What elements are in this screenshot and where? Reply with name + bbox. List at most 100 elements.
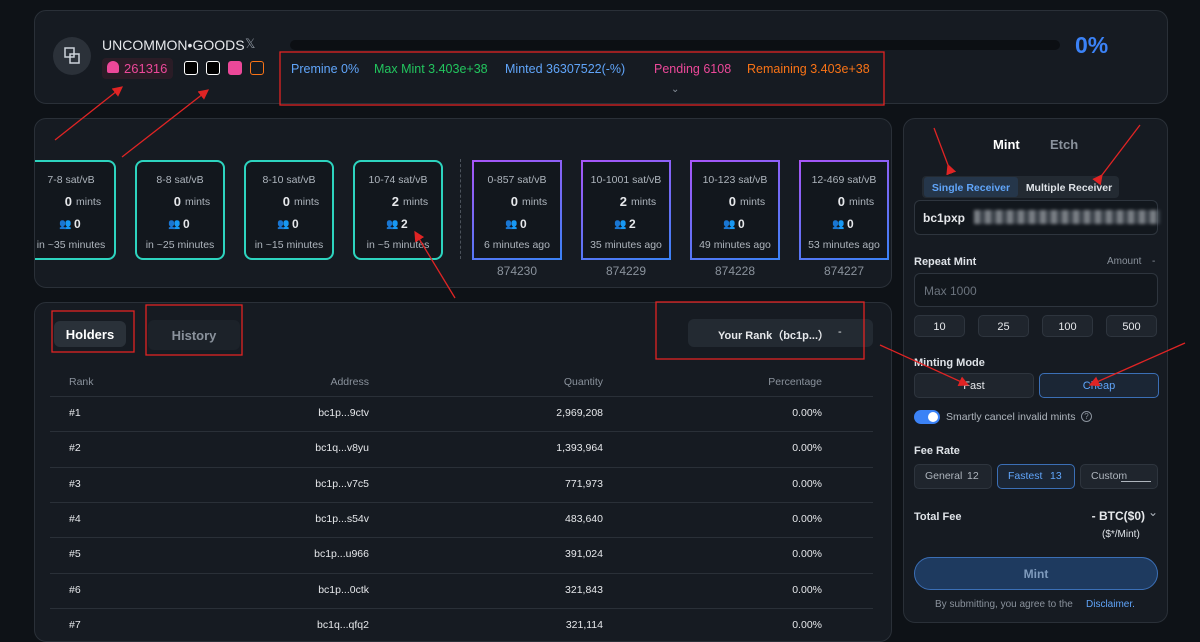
row-divider	[50, 466, 873, 468]
fee-option[interactable]	[914, 464, 992, 489]
social-icon[interactable]	[250, 61, 264, 75]
social-icon[interactable]	[206, 61, 220, 75]
tab[interactable]: History	[148, 320, 240, 350]
per-mint: ($*/Mint)	[1102, 529, 1140, 540]
custom-underline	[1121, 481, 1151, 482]
people-icon: 👥	[277, 219, 290, 230]
cell: bc1p...9ctv	[318, 407, 369, 419]
mints-count: 2	[391, 194, 399, 209]
mints-count: 2	[619, 194, 627, 209]
block-card	[135, 160, 225, 260]
page: { "header": { "title": "UNCOMMON•GOODS",…	[34, 10, 1186, 642]
cell: 0.00%	[792, 477, 822, 490]
block-time: in ~25 minutes	[145, 239, 215, 251]
block-time: in ~15 minutes	[254, 239, 324, 251]
amount-button[interactable]: 100	[1042, 315, 1093, 337]
cell: 2,969,208	[556, 407, 603, 419]
people-icon: 👥	[614, 219, 627, 230]
cell: #3	[69, 477, 81, 490]
tx-count: 0	[183, 217, 190, 231]
cell: #2	[69, 442, 81, 455]
fee-name: General	[925, 470, 963, 482]
tab[interactable]: Mint	[993, 137, 1020, 152]
fee-option[interactable]	[997, 464, 1075, 489]
amount-button[interactable]: 500	[1106, 315, 1157, 337]
row-divider	[50, 607, 873, 609]
mode-button[interactable]: Fast	[914, 373, 1034, 398]
fee-range: 8-8 sat/vB	[156, 174, 204, 186]
block-card	[35, 160, 116, 260]
mints-unit: mints	[740, 196, 766, 208]
total-label: Total Fee	[914, 511, 962, 523]
tx-count: 2	[401, 217, 408, 231]
cell: bc1q...v8yu	[315, 442, 369, 455]
people-icon: 👥	[832, 219, 845, 230]
cell: 771,973	[565, 477, 603, 490]
block-height: 874228	[714, 264, 756, 278]
cell: 1,393,964	[556, 442, 603, 455]
block-time: 6 minutes ago	[484, 239, 550, 251]
disclaimer-link[interactable]: Disclaimer.	[1086, 599, 1135, 610]
x-link: 𝕏	[245, 36, 256, 51]
block-height: 874227	[823, 264, 865, 278]
fee-label: Fee Rate	[914, 445, 960, 457]
mints-unit: mints	[522, 196, 548, 208]
mints-unit: mints	[849, 196, 875, 208]
social-icon[interactable]	[228, 61, 242, 75]
disclaimer-text: By submitting, you agree to the	[935, 599, 1073, 610]
amount-button[interactable]: 10	[914, 315, 965, 337]
cell: 0.00%	[792, 512, 822, 525]
fee-rate: 13	[1050, 470, 1062, 482]
block-height: 874229	[605, 264, 647, 278]
block-card	[244, 160, 334, 260]
people-icon: 👥	[723, 219, 736, 230]
cell: #1	[69, 407, 81, 419]
fee-option[interactable]	[1080, 464, 1158, 489]
address-blur	[974, 210, 1160, 224]
mode-label: Minting Mode	[914, 357, 985, 369]
tab[interactable]: Holders	[54, 321, 126, 347]
row-divider	[50, 501, 873, 503]
tx-count: 0	[520, 217, 527, 231]
holders-badge[interactable]: 261316	[102, 58, 174, 79]
progress-bar	[290, 40, 1060, 50]
cell: 391,024	[565, 548, 603, 561]
block-time: 35 minutes ago	[590, 239, 662, 251]
fee-name: Fastest	[1008, 470, 1043, 482]
toggle-label: Smartly cancel invalid mints	[946, 411, 1076, 423]
stat: Remaining 3.403e+38	[747, 62, 870, 76]
cell: 0.00%	[792, 618, 822, 631]
receiver-tab[interactable]: Single Receiver	[924, 177, 1018, 197]
fee-range: 7-8 sat/vB	[47, 174, 95, 186]
amount-button[interactable]: 25	[978, 315, 1029, 337]
mints-count: 0	[728, 194, 736, 209]
fee-range: 10-74 sat/vB	[368, 174, 428, 186]
column-header: Address	[330, 376, 369, 388]
social-icon[interactable]	[184, 61, 198, 75]
toggle-knob	[928, 412, 938, 422]
mint-button[interactable]: Mint	[914, 557, 1158, 590]
people-icon: 👥	[386, 219, 399, 230]
fee-range: 10-123 sat/vB	[702, 174, 768, 186]
mints-unit: mints	[403, 196, 429, 208]
amount-value: -	[1152, 256, 1156, 267]
mints-unit: mints	[631, 196, 657, 208]
cell: #5	[69, 548, 81, 561]
block-card	[799, 160, 889, 260]
tab[interactable]: Etch	[1050, 137, 1079, 152]
mode-button[interactable]: Cheap	[1039, 373, 1159, 398]
address: bc1pxp	[923, 211, 966, 225]
mints-count: 0	[510, 194, 518, 209]
receiver-tab[interactable]: Multiple Receiver	[1025, 182, 1113, 194]
expand-chevron[interactable]: ⌄	[671, 84, 680, 95]
cell: 0.00%	[792, 583, 822, 596]
chevron: ⌄	[1148, 505, 1159, 519]
collection-icon	[53, 37, 91, 75]
cell: #6	[69, 583, 81, 596]
cell: bc1p...s54v	[315, 512, 369, 525]
stat: Max Mint 3.403e+38	[374, 62, 488, 76]
amount-label: Amount	[1107, 256, 1142, 267]
repeat-input[interactable]: Max 1000	[914, 273, 1158, 307]
blocks-panel: 7-8 sat/vB 0 mints 👥 0 in ~35 minutes 8-8 sat/…	[34, 118, 892, 288]
your-rank: Your Rank（bc1p...）	[688, 319, 873, 347]
